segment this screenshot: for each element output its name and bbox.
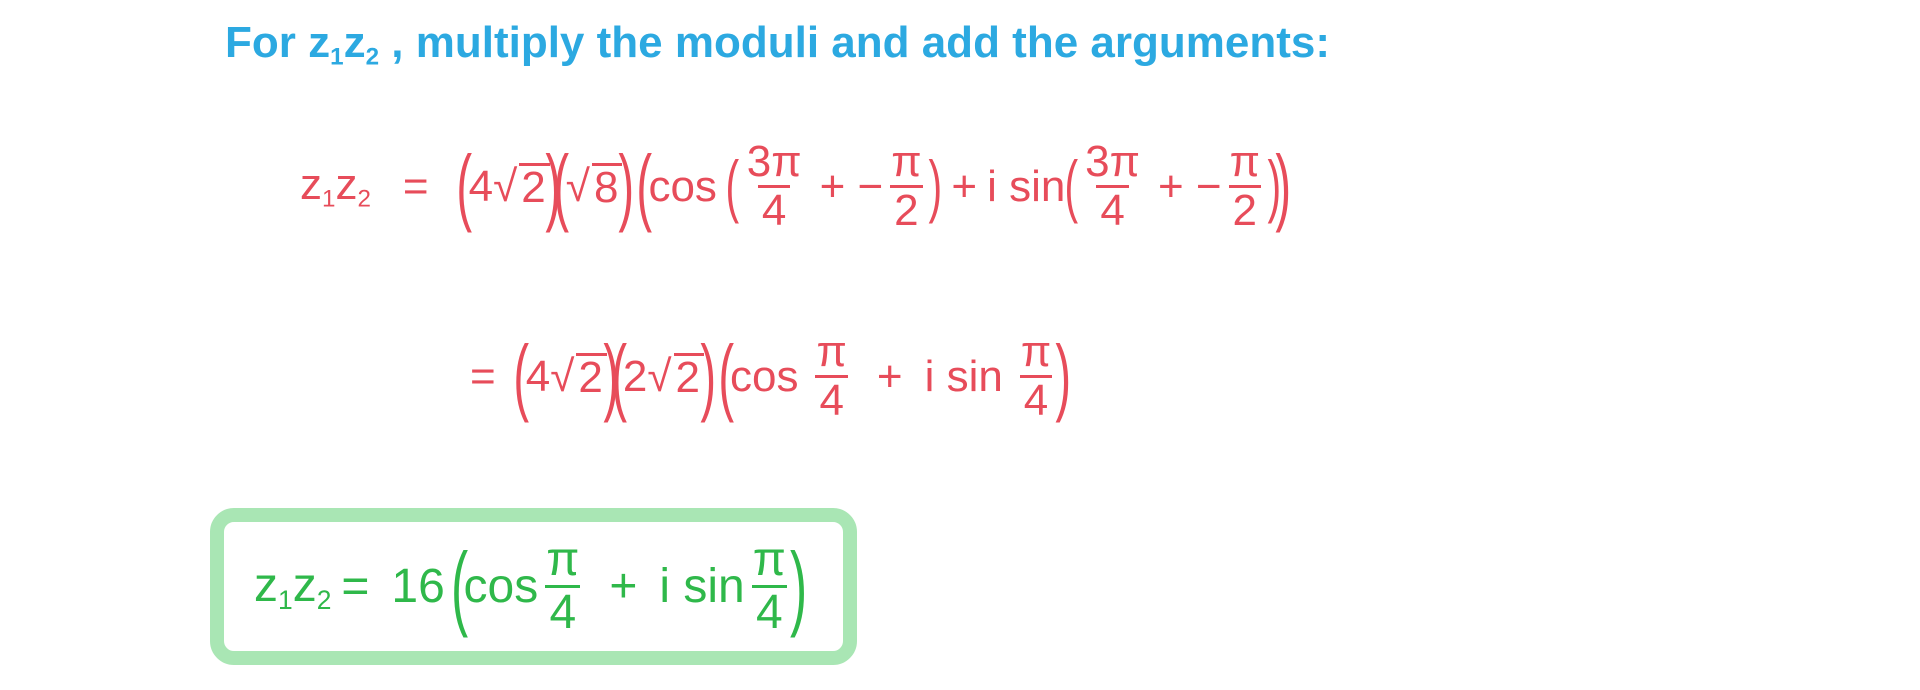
ans-cos: cos — [464, 559, 539, 614]
paren-icon: ( — [457, 165, 473, 208]
paren-icon: ) — [790, 563, 807, 610]
l1-lhs: z1z2 — [300, 160, 371, 213]
ans-argb: π 4 — [749, 536, 790, 637]
l2-arg: π 4 — [813, 330, 851, 423]
l2-cos: cos — [730, 352, 798, 402]
paren-icon: ) — [1055, 355, 1071, 398]
l1-isin: i sin — [987, 162, 1065, 212]
paren-icon: ) — [929, 166, 943, 207]
ans-plus: + — [609, 559, 637, 614]
paren-icon: ) — [619, 165, 635, 208]
l2-argb: π 4 — [1017, 330, 1055, 423]
l1-arg1: 3π 4 — [743, 140, 806, 233]
ans-eq: = — [341, 559, 369, 614]
heading-text-pre: For — [225, 18, 296, 68]
l1-plusneg-b: + − — [1158, 162, 1222, 212]
ans-coef: 16 — [391, 559, 444, 614]
paren-icon: ( — [451, 563, 468, 610]
heading-text-post: , multiply the moduli and add the argume… — [391, 18, 1330, 68]
paren-icon: ) — [700, 355, 716, 398]
math-worked-example: For z1z2 , multiply the moduli and add t… — [0, 0, 1920, 690]
l2-eq: = — [470, 352, 496, 402]
l2-m1a: 4 — [526, 352, 550, 402]
l1-eq: = — [403, 162, 429, 212]
paren-icon: ( — [514, 355, 530, 398]
heading-z1z2: z1z2 — [308, 18, 379, 71]
sqrt-icon: √8 — [566, 162, 623, 212]
equation-line-2: = ( 4 √2 ) ( 2 √2 ) ( cos π 4 + i sin π … — [470, 330, 1067, 423]
l2-isin: i sin — [925, 352, 1003, 402]
l1-cos: cos — [648, 162, 716, 212]
ans-arg: π 4 — [542, 536, 583, 637]
paren-icon: ( — [726, 166, 740, 207]
sqrt-icon: √2 — [647, 352, 704, 402]
equation-line-1: z1z2 = ( 4 √2 ) ( √8 ) ( cos ( 3π 4 + − … — [300, 140, 1288, 233]
sqrt-icon: √2 — [550, 352, 607, 402]
l1-plusneg: + − — [820, 162, 884, 212]
paren-icon: ( — [1064, 166, 1078, 207]
ans-isin: i sin — [659, 559, 744, 614]
final-answer-box: z1z2 = 16 ( cos π 4 + i sin π 4 ) — [210, 508, 857, 665]
l1-plus: + — [951, 162, 977, 212]
paren-icon: ) — [1276, 165, 1292, 208]
l2-plus: + — [877, 352, 903, 402]
l1-arg2: π 2 — [887, 140, 925, 233]
paren-icon: ( — [554, 165, 570, 208]
paren-icon: ( — [637, 165, 653, 208]
ans-lhs: z1z2 — [254, 558, 331, 616]
l1-arg2b: π 2 — [1226, 140, 1264, 233]
paren-icon: ( — [718, 355, 734, 398]
paren-icon: ( — [611, 355, 627, 398]
instruction-heading: For z1z2 , multiply the moduli and add t… — [225, 18, 1330, 71]
l1-arg1b: 3π 4 — [1081, 140, 1144, 233]
sqrt-icon: √2 — [493, 162, 550, 212]
